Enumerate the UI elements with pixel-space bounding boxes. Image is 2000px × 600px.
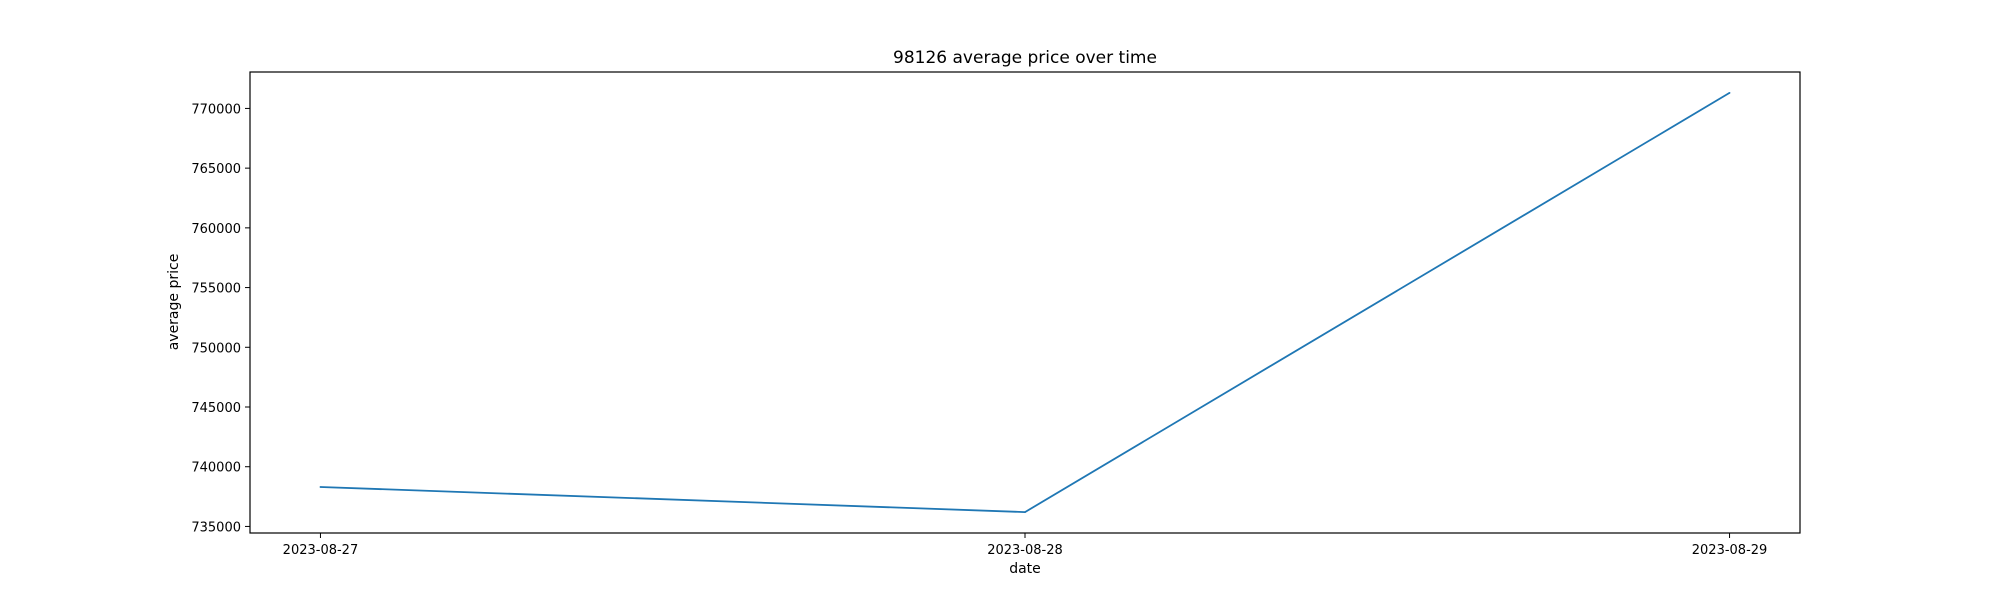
data-point [1024,511,1026,513]
y-axis: 735000 740000 745000 750000 755000 760000 7650… [191,102,250,535]
y-tick-label: 750000 [191,341,241,356]
y-tick-label: 770000 [191,102,241,117]
y-tick-label: 760000 [191,222,241,237]
chart-title: 98126 average price over time [893,48,1157,68]
data-point [1728,92,1731,94]
x-axis-label: date [1009,561,1041,577]
x-tick-label: 2023-08-27 [283,543,359,558]
series-layer [319,92,1731,513]
y-tick-label: 735000 [191,520,241,535]
y-tick-label: 740000 [191,461,241,476]
x-tick-label: 2023-08-28 [987,543,1063,558]
y-tick-label: 745000 [191,401,241,416]
y-tick-label: 765000 [191,162,241,177]
y-axis-label: average price [166,254,182,351]
x-tick-label: 2023-08-29 [1692,543,1768,558]
y-tick-label: 755000 [191,282,241,297]
data-point [319,486,322,488]
x-axis: 2023-08-27 2023-08-28 2023-08-29 [283,533,1768,558]
